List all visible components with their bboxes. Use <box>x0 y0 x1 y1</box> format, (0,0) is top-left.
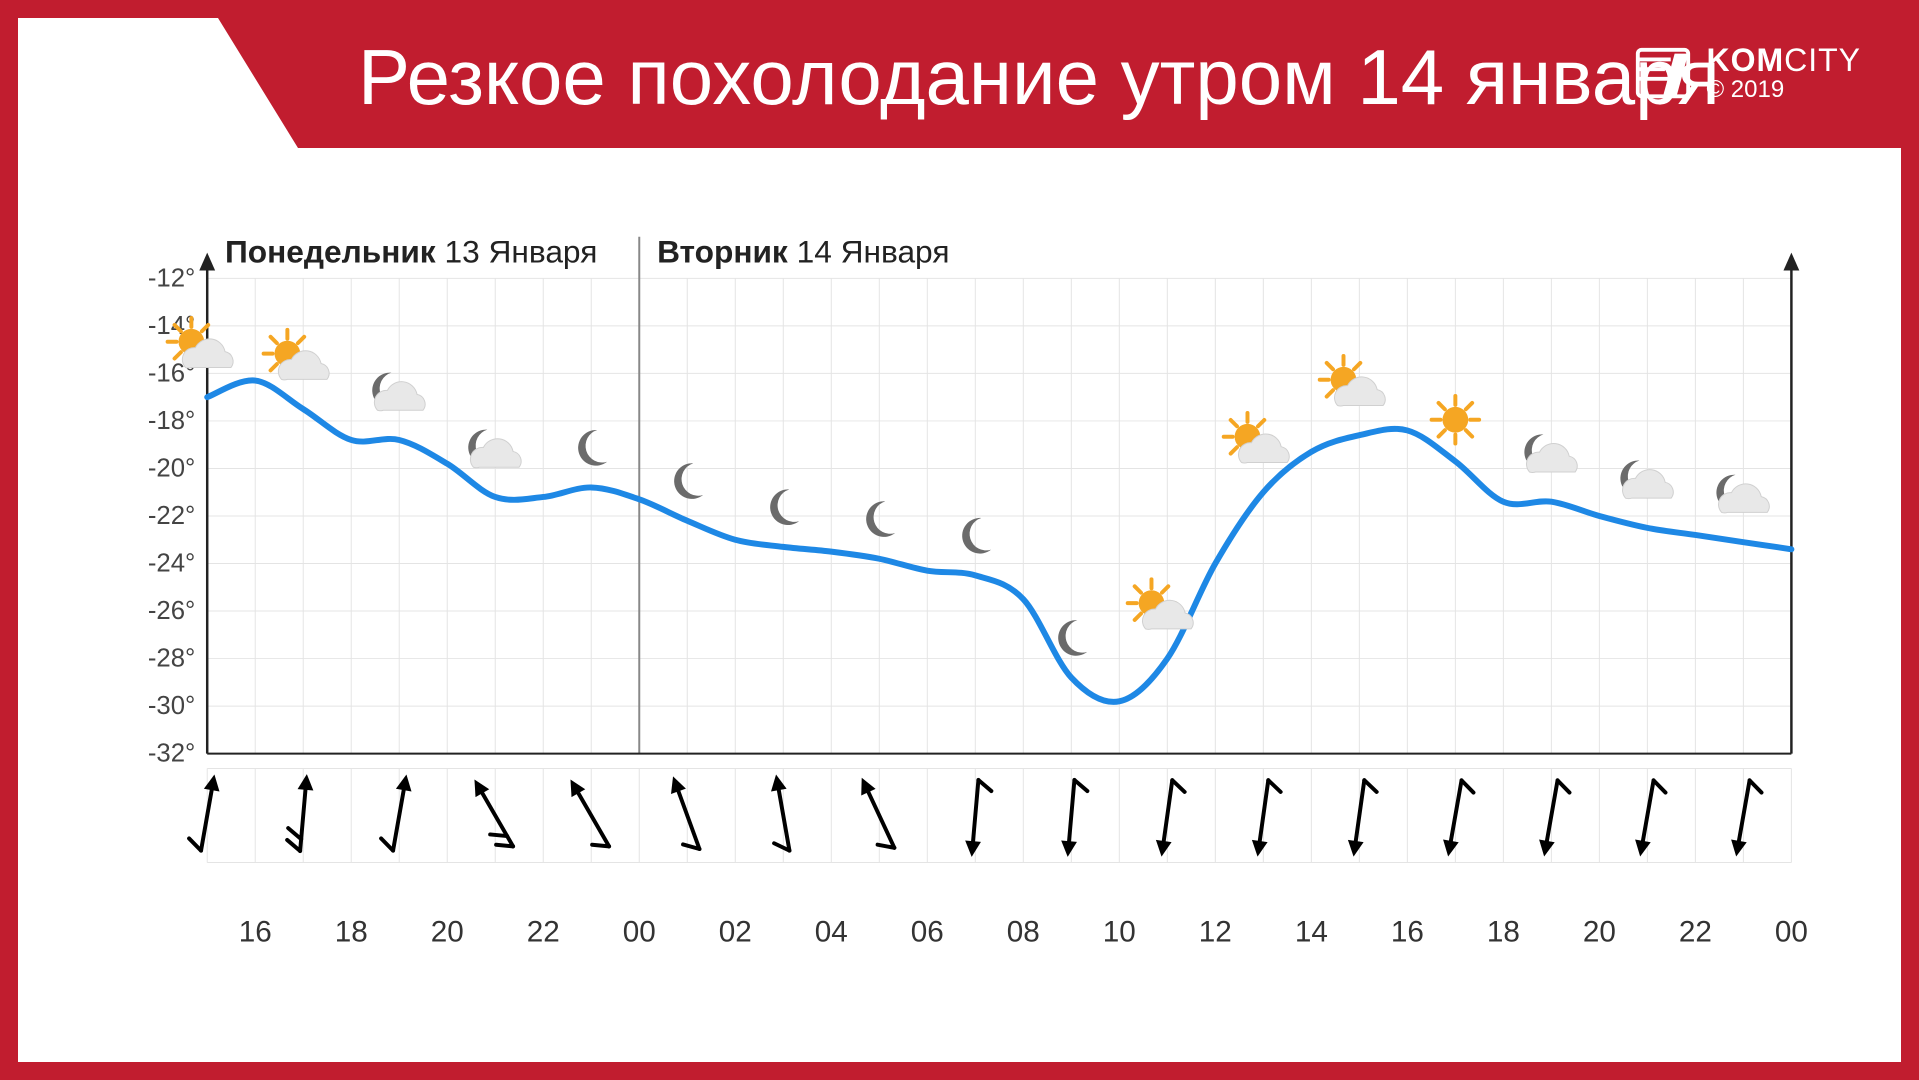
y-tick-label: -12° <box>148 264 196 292</box>
y-tick-label: -26° <box>148 597 196 625</box>
brand-logo-icon <box>1632 42 1694 104</box>
page-frame: Резкое похолодание утром 14 января KOMCI… <box>0 0 1919 1080</box>
moon-icon <box>866 501 895 537</box>
y-tick-label: -18° <box>148 407 196 435</box>
moon-icon <box>1058 620 1087 656</box>
header-banner: Резкое похолодание утром 14 января KOMCI… <box>18 18 1901 148</box>
y-tick-label: -24° <box>148 549 196 577</box>
wind-arrow <box>964 779 992 858</box>
x-tick-label: 12 <box>1199 916 1232 949</box>
wind-arrow <box>462 776 519 854</box>
x-tick-label: 16 <box>1391 916 1424 949</box>
x-tick-label: 04 <box>815 916 848 949</box>
moon_cloud-icon <box>1620 460 1673 498</box>
wind-arrow <box>849 774 901 853</box>
wind-arrow <box>1440 779 1475 859</box>
moon_cloud-icon <box>372 373 425 411</box>
x-tick-label: 22 <box>1679 916 1712 949</box>
wind-arrow <box>1632 779 1667 859</box>
day-label: Вторник 14 Января <box>657 234 949 270</box>
sun_cloud-icon <box>1320 356 1385 406</box>
x-tick-label: 06 <box>911 916 944 949</box>
x-tick-label: 18 <box>1487 916 1520 949</box>
day-label: Понедельник 13 Января <box>225 234 597 270</box>
wind-arrow <box>558 776 615 854</box>
brand-block: KOMCITY © 2019 <box>1632 42 1861 104</box>
sun-icon <box>1432 396 1480 444</box>
moon-icon <box>578 430 607 466</box>
wind-arrow <box>1060 779 1088 858</box>
x-tick-label: 20 <box>1583 916 1616 949</box>
y-tick-label: -20° <box>148 454 196 482</box>
y-tick-label: -32° <box>148 740 196 768</box>
temperature-line <box>207 380 1791 702</box>
wind-arrow <box>762 773 797 853</box>
y-tick-label: -30° <box>148 692 196 720</box>
wind-arrow <box>187 772 222 852</box>
x-tick-label: 00 <box>1775 916 1808 949</box>
wind-arrow <box>1346 779 1378 859</box>
brand-text: KOMCITY © 2019 <box>1706 44 1861 103</box>
moon_cloud-icon <box>468 430 521 468</box>
weather-chart: -12°-14°-16°-18°-20°-22°-24°-26°-28°-30°… <box>128 228 1831 1002</box>
y-tick-label: -28° <box>148 644 196 672</box>
x-tick-label: 10 <box>1103 916 1136 949</box>
moon_cloud-icon <box>1524 434 1577 472</box>
x-tick-label: 20 <box>431 916 464 949</box>
wind-arrow <box>1728 779 1763 859</box>
x-tick-label: 02 <box>719 916 752 949</box>
page-title: Резкое похолодание утром 14 января <box>358 32 1720 123</box>
sun_cloud-icon <box>1128 579 1193 629</box>
x-tick-label: 18 <box>335 916 368 949</box>
moon-icon <box>962 518 991 554</box>
wind-arrow <box>660 774 707 854</box>
wind-arrow <box>1536 779 1571 859</box>
x-tick-label: 22 <box>527 916 560 949</box>
chart-svg: -12°-14°-16°-18°-20°-22°-24°-26°-28°-30°… <box>128 228 1831 1002</box>
sun_cloud-icon <box>264 330 329 380</box>
x-tick-label: 00 <box>623 916 656 949</box>
x-tick-label: 14 <box>1295 916 1328 949</box>
x-tick-label: 08 <box>1007 916 1040 949</box>
brand-year: © 2019 <box>1706 77 1861 102</box>
moon_cloud-icon <box>1716 475 1769 513</box>
wind-arrow <box>379 772 414 852</box>
wind-arrow <box>1154 779 1186 859</box>
wind-arrow <box>1250 779 1282 859</box>
brand-name: KOMCITY <box>1706 44 1861 78</box>
moon-icon <box>770 489 799 525</box>
y-tick-label: -22° <box>148 502 196 530</box>
wind-arrow <box>286 773 314 852</box>
x-tick-label: 16 <box>239 916 272 949</box>
